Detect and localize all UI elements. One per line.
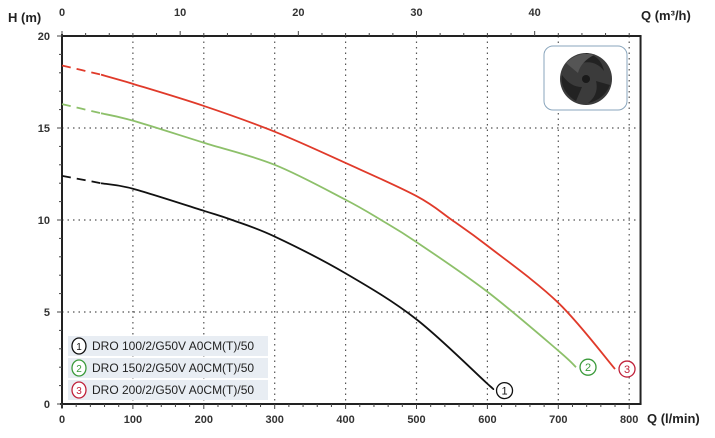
x-tick-label: 300 — [266, 414, 284, 426]
y-axis-title: H (m) — [8, 10, 41, 25]
legend-label: DRO 200/2/G50V A0CM(T)/50 — [92, 383, 254, 397]
x-tick-label: 800 — [620, 414, 638, 426]
series-dashed-2 — [61, 103, 102, 115]
x-tick-label: 600 — [478, 414, 496, 426]
impeller-icon — [560, 53, 612, 105]
y-tick-label: 0 — [44, 399, 50, 411]
legend-marker — [71, 359, 87, 377]
legend-label: DRO 100/2/G50V A0CM(T)/50 — [92, 339, 254, 353]
x2-tick-label: 0 — [59, 7, 65, 19]
legend-marker — [71, 337, 87, 355]
x2-axis-title: Q (m³/h) — [641, 8, 691, 23]
legend-item-bg — [68, 358, 268, 378]
legend-marker-label: 3 — [76, 386, 82, 397]
x-tick-label: 500 — [407, 414, 425, 426]
legend-item-bg — [68, 380, 268, 400]
legend-marker-label: 2 — [76, 364, 82, 375]
axes — [57, 31, 642, 409]
curves: 1 2 3 — [61, 64, 636, 400]
series-line-1 — [100, 182, 495, 391]
series-end-marker-label: 3 — [624, 364, 630, 376]
series-end-marker-label: 1 — [501, 386, 507, 398]
series-dashed-3 — [61, 64, 102, 76]
legend-label: DRO 150/2/G50V A0CM(T)/50 — [92, 361, 254, 375]
series-end-marker-1 — [495, 381, 514, 400]
x-tick-label: 200 — [195, 414, 213, 426]
x-tick-label: 400 — [336, 414, 354, 426]
x2-tick-label: 20 — [292, 7, 304, 19]
series-dashed-1 — [61, 174, 102, 185]
x-tick-label: 700 — [549, 414, 567, 426]
x2-tick-label: 10 — [174, 7, 186, 19]
x-tick-label: 100 — [124, 414, 142, 426]
y-tick-label: 5 — [44, 307, 50, 319]
series-line-2 — [100, 112, 577, 368]
series-end-marker-3 — [618, 360, 636, 378]
x-tick-label: 0 — [59, 414, 65, 426]
impeller-image — [543, 45, 628, 111]
x-axis-title: Q (l/min) — [647, 411, 700, 426]
series-end-marker-label: 2 — [585, 362, 591, 374]
x2-tick-label: 40 — [529, 7, 541, 19]
legend-marker — [71, 381, 87, 399]
series-line-3 — [100, 73, 616, 370]
series-end-marker-2 — [579, 358, 597, 376]
x2-tick-label: 30 — [410, 7, 422, 19]
legend: 1 DRO 100/2/G50V A0CM(T)/50 2 DRO 150/2/G50… — [68, 336, 268, 400]
y-tick-label: 15 — [38, 123, 50, 135]
y-tick-label: 20 — [38, 31, 50, 43]
y-tick-label: 10 — [38, 215, 50, 227]
legend-item-bg — [68, 336, 268, 356]
legend-marker-label: 1 — [76, 342, 82, 353]
